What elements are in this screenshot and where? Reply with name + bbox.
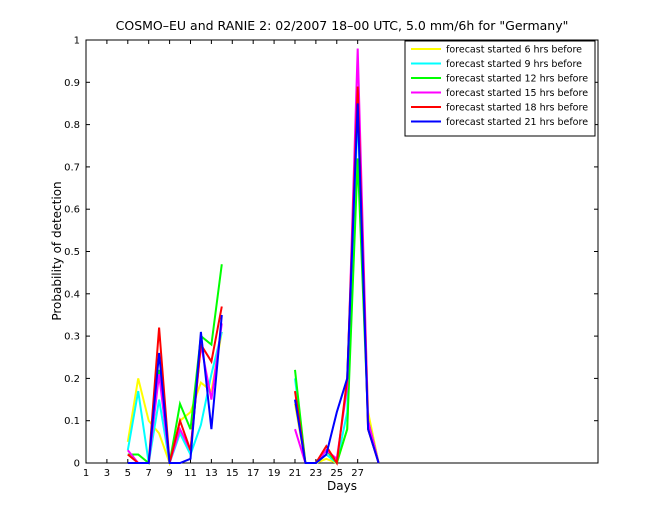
x-axis-label: Days <box>327 479 357 493</box>
legend-label: forecast started 12 hrs before <box>446 74 588 85</box>
y-tick-label: 0.2 <box>64 374 80 385</box>
x-tick-label: 1 <box>83 468 89 479</box>
x-tick-label: 21 <box>289 468 302 479</box>
y-tick-label: 0.4 <box>64 289 80 300</box>
legend-label: forecast started 9 hrs before <box>446 59 582 70</box>
x-axis: 1 3 5 7 9 11 13 15 17 19 21 23 25 27 <box>83 40 364 479</box>
x-tick-label: 11 <box>184 468 197 479</box>
legend-label: forecast started 21 hrs before <box>446 117 588 128</box>
x-tick-label: 7 <box>146 468 152 479</box>
x-tick-label: 9 <box>166 468 172 479</box>
y-tick-label: 0.8 <box>64 120 80 131</box>
y-axis-label: Probability of detection <box>50 181 64 320</box>
y-tick-label: 1 <box>74 36 80 47</box>
x-tick-label: 23 <box>310 468 323 479</box>
x-tick-label: 19 <box>268 468 281 479</box>
series-line-6-segment-2 <box>294 103 380 464</box>
y-tick-label: 0.6 <box>64 205 80 216</box>
x-tick-label: 3 <box>104 468 110 479</box>
legend-label: forecast started 15 hrs before <box>446 88 588 99</box>
x-tick-label: 15 <box>226 468 239 479</box>
chart-title: COSMO–EU and RANIE 2: 02/2007 18–00 UTC,… <box>116 18 569 33</box>
series-line-3-segment-1 <box>127 264 223 465</box>
legend-label: forecast started 18 hrs before <box>446 103 588 114</box>
y-axis: 0 0.1 0.2 0.3 0.4 0.5 0.6 0.7 0.8 0.9 1 <box>64 36 598 470</box>
y-tick-label: 0.9 <box>64 78 80 89</box>
y-tick-label: 0.3 <box>64 332 80 343</box>
x-tick-label: 13 <box>205 468 218 479</box>
series-line-6-segment-1 <box>127 314 223 464</box>
x-tick-label: 25 <box>330 468 343 479</box>
y-tick-label: 0.5 <box>64 247 80 258</box>
series-group <box>126 48 380 467</box>
legend-box <box>404 40 596 137</box>
legend: forecast started 6 hrs before forecast st… <box>404 40 596 137</box>
y-tick-label: 0.1 <box>64 416 80 427</box>
x-tick-label: 17 <box>247 468 260 479</box>
x-tick-label: 27 <box>351 468 364 479</box>
x-tick-label: 5 <box>125 468 131 479</box>
y-tick-label: 0.7 <box>64 162 80 173</box>
legend-label: forecast started 6 hrs before <box>446 45 582 56</box>
y-tick-label: 0 <box>74 459 80 470</box>
